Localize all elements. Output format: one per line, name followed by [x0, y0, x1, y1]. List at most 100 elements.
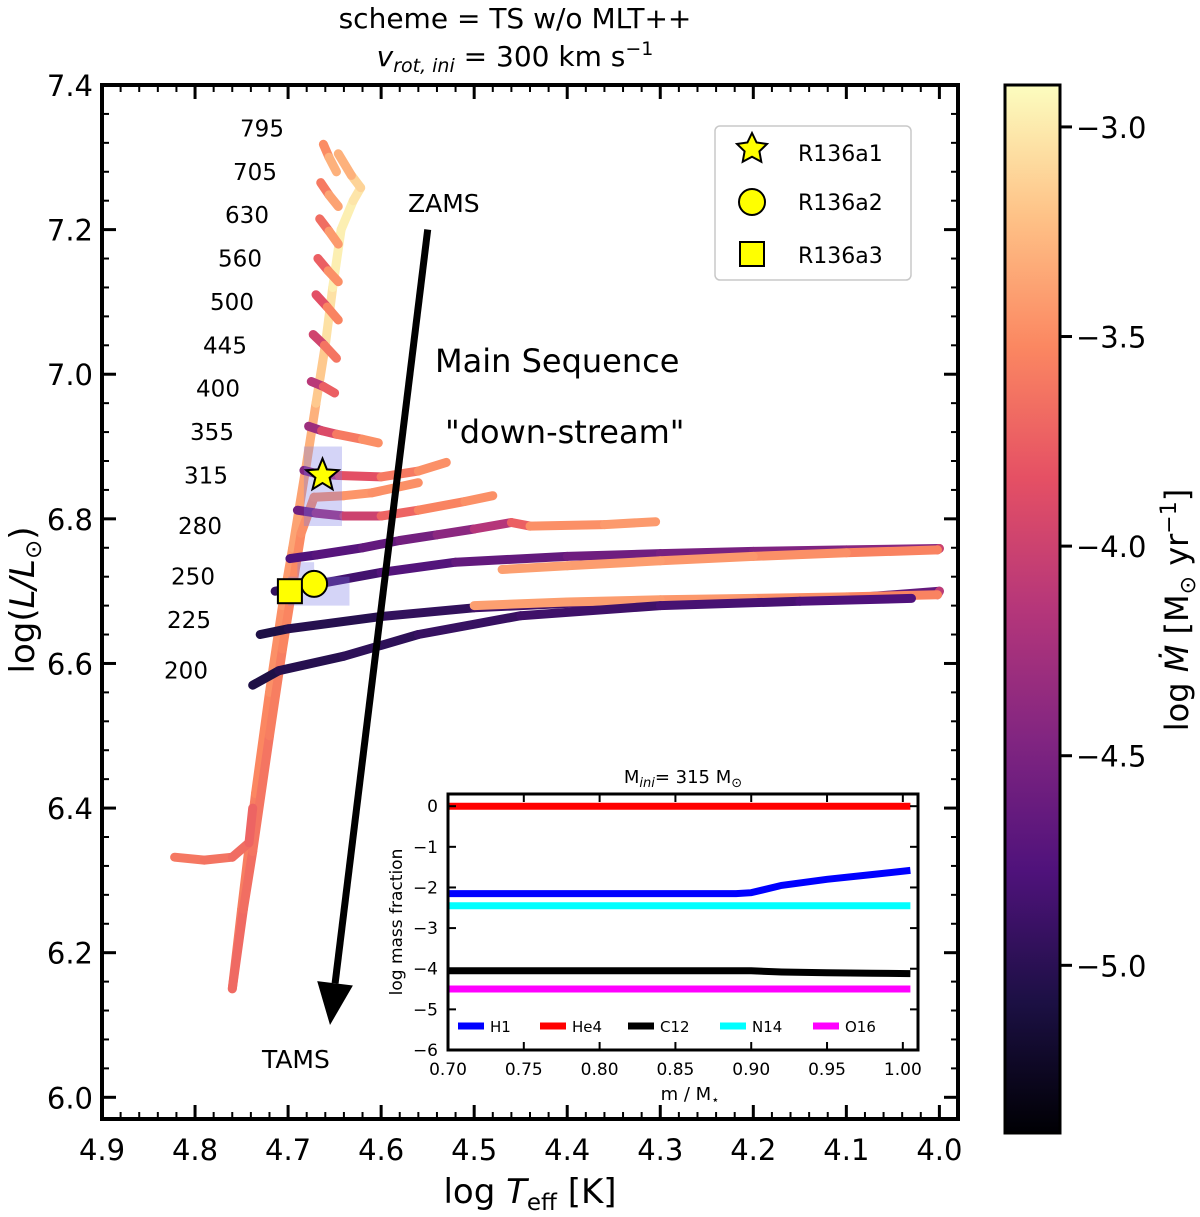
track-560 [313, 254, 343, 287]
y-tick-label: 7.2 [47, 214, 93, 248]
track-segment [238, 847, 258, 914]
mass-label-250: 250 [171, 565, 215, 591]
track-segment [170, 852, 209, 865]
track-segment [841, 545, 942, 558]
track-segment [497, 561, 572, 574]
inset-title: Mini= 315 M⊙ [624, 767, 742, 791]
observed-stars-layer [276, 455, 342, 605]
track-segment [274, 651, 349, 676]
stem-track-1 [227, 478, 423, 994]
track-segment [432, 524, 479, 540]
y-tick-label: 6.0 [47, 1081, 93, 1115]
mass-label-795: 795 [240, 116, 284, 142]
track-segment [460, 491, 498, 506]
track-segment [322, 302, 343, 325]
track-lowest [248, 593, 916, 690]
tams-label: TAMS [261, 1045, 330, 1074]
x-tick-label: 4.2 [730, 1133, 776, 1167]
title-line-2: vrot, ini = 300 km s−1 [377, 38, 654, 77]
track-705 [316, 178, 343, 211]
inset-y-tick-label: −3 [413, 919, 438, 939]
track-segment [469, 518, 516, 534]
track-segment [358, 434, 383, 448]
legend: R136a1 R136a2 R136a3 [714, 125, 912, 281]
arrow-layer [317, 229, 432, 1025]
x-tick-label: 4.3 [637, 1133, 683, 1167]
main-sequence-label: Main Sequence [435, 342, 679, 380]
mass-label-630: 630 [225, 203, 269, 229]
track-segment [311, 340, 330, 408]
x-tick-label: 4.7 [265, 1133, 311, 1167]
mass-label-225: 225 [167, 608, 211, 634]
track-segment [655, 551, 758, 566]
inset-series-layer [448, 802, 911, 993]
colorbar-gradient [1003, 83, 1062, 1135]
mass-label-560: 560 [218, 247, 262, 273]
title-line-1: scheme = TS w/o MLT++ [339, 2, 692, 35]
mass-label-705: 705 [233, 160, 277, 186]
inset-x-tick-label: 0.95 [808, 1060, 846, 1080]
inset-y-tick-label: −5 [413, 1000, 438, 1020]
inset-legend-label-c12: C12 [660, 1018, 690, 1036]
track-segment [333, 149, 356, 180]
legend-label-r136a1: R136a1 [798, 142, 883, 167]
track-segment [283, 612, 386, 634]
track-segment [339, 488, 377, 501]
y-tick-label: 6.2 [47, 937, 93, 971]
colorbar: −5.0 −4.5 −4.0 −3.5 −3.0 log Ṁ [M⊙ yr−1] [1003, 83, 1200, 1135]
marker-r136a3 [276, 578, 303, 605]
inset-legend-label-n14: N14 [752, 1018, 782, 1036]
y-tick-label: 6.4 [47, 792, 93, 826]
track-segment [748, 548, 851, 561]
mass-label-315: 315 [184, 463, 228, 489]
colorbar-tick-label: −4.0 [1076, 530, 1146, 564]
inset-legend-label-he4: He4 [572, 1018, 602, 1036]
track-segment [562, 595, 665, 607]
track-segment [227, 904, 248, 994]
inset-series-h1 [448, 866, 911, 898]
track-segment [324, 226, 343, 249]
track-445 [308, 330, 341, 363]
track-segment [336, 196, 358, 235]
track-segment [413, 497, 470, 515]
zams-label: ZAMS [408, 189, 480, 218]
mass-label-200: 200 [164, 659, 208, 685]
track-segment [413, 457, 451, 476]
track-segment [309, 491, 349, 502]
inset-frame [446, 792, 920, 1052]
x-tick-label: 4.9 [79, 1133, 125, 1167]
inset-y-tick-label: −6 [413, 1041, 438, 1061]
inset-y-tick-label: −2 [413, 878, 438, 898]
inset-legend-label-h1: H1 [490, 1018, 511, 1036]
legend-square-marker [739, 241, 765, 267]
x-tick-label: 4.6 [358, 1133, 404, 1167]
inset-y-tick-label: 0 [427, 797, 438, 817]
track-segment [318, 382, 340, 398]
mass-label-280: 280 [178, 514, 222, 540]
x-tick-label: 4.8 [172, 1133, 218, 1167]
marker-r136a1 [303, 455, 342, 492]
y-axis-label: log(L/L⊙) [3, 527, 47, 674]
track-segment [244, 803, 258, 848]
track-segment [324, 190, 343, 211]
track-segment [469, 597, 572, 611]
colorbar-tick-label: −5.0 [1076, 949, 1146, 983]
track-segment [376, 557, 461, 577]
inset-x-tick-label: 0.80 [581, 1060, 619, 1080]
y-tick-label: 6.6 [47, 647, 93, 681]
track-segment [323, 266, 343, 287]
legend-label-r136a2: R136a2 [798, 191, 883, 216]
track-segment [516, 601, 665, 621]
marker-r136a2 [300, 569, 329, 598]
track-segment [413, 611, 526, 639]
legend-star-marker [734, 130, 770, 164]
inset-x-tick-label: 0.90 [732, 1060, 770, 1080]
x-tick-label: 4.1 [823, 1133, 869, 1167]
inset-x-tick-label: 0.85 [656, 1060, 694, 1080]
track-segment [451, 551, 572, 567]
track-segment [265, 644, 287, 741]
inset-legend-label-o16: O16 [845, 1018, 876, 1036]
colorbar-label: log Ṁ [M⊙ yr−1] [1157, 489, 1200, 731]
colorbar-ticks: −5.0 −4.5 −4.0 −3.5 −3.0 [1060, 111, 1146, 983]
track-segment [358, 536, 405, 553]
